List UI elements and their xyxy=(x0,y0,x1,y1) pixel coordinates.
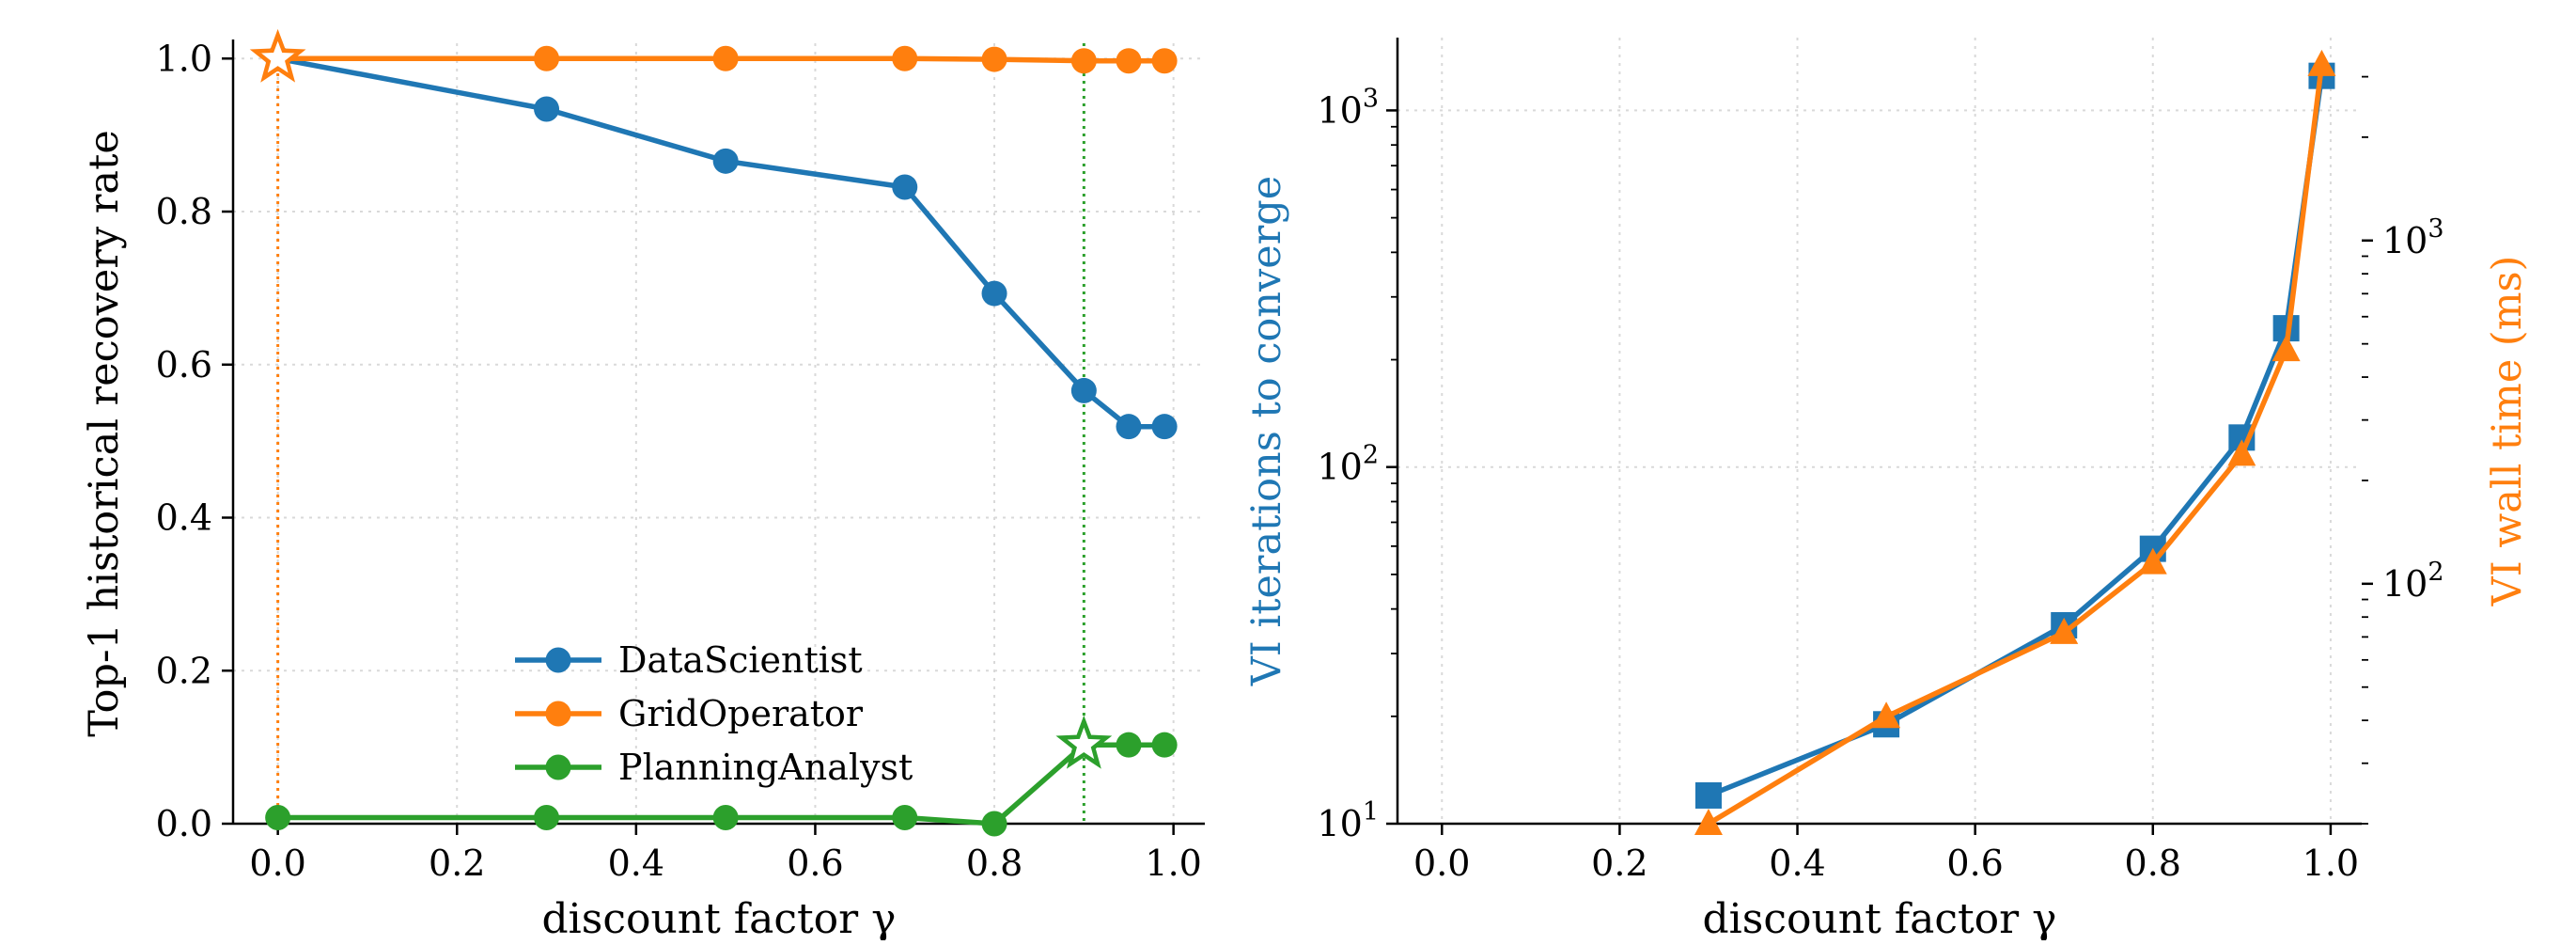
point-DataScientist xyxy=(1116,414,1142,440)
y-tick-label-base: 10 xyxy=(1317,447,1362,488)
x-tick-label: 0.4 xyxy=(1769,843,1825,884)
y-right-tick-label: 103 xyxy=(2382,214,2444,261)
y-tick-label: 103 xyxy=(1317,84,1379,131)
x-tick-label: 0.4 xyxy=(608,843,664,884)
y-tick-label: 1.0 xyxy=(156,38,212,79)
point-walltime xyxy=(2227,439,2256,466)
point-GridOperator xyxy=(1151,48,1178,74)
left-panel: 0.0 0.2 0.4 0.6 0.8 1.0 0.0 0.2 0.4 0.6 0.8 1.0 disc… xyxy=(81,28,1205,943)
y-tick-label: 0.8 xyxy=(156,191,212,232)
y-tick-label: 0.2 xyxy=(156,650,212,691)
point-walltime xyxy=(2050,617,2079,644)
x-tick-label: 0.2 xyxy=(1591,843,1647,884)
x-axis-label: discount factor γ xyxy=(1703,895,2057,940)
y-axis-label: VI iterations to converge xyxy=(1243,176,1290,687)
y-tick-label-base: 10 xyxy=(1317,89,1362,131)
x-tick-label: 0.0 xyxy=(249,843,305,884)
point-PlanningAnalyst xyxy=(534,804,560,830)
point-PlanningAnalyst xyxy=(265,804,291,830)
point-GridOperator xyxy=(712,45,739,71)
point-DataScientist xyxy=(981,280,1007,307)
y-tick-label-exp: 1 xyxy=(1363,797,1379,827)
right-panel: 0.0 0.2 0.4 0.6 0.8 1.0101102103102103discoun… xyxy=(1243,38,2531,943)
point-GridOperator xyxy=(892,45,918,71)
point-DataScientist xyxy=(534,96,560,122)
x-tick-label: 1.0 xyxy=(2303,843,2359,884)
point-PlanningAnalyst xyxy=(892,804,918,830)
x-tick-label: 1.0 xyxy=(1145,843,1201,884)
y-tick-label: 0.0 xyxy=(156,803,212,844)
x-tick-label: 0.8 xyxy=(2125,843,2181,884)
highlight-star-GridOperator xyxy=(249,28,306,83)
point-PlanningAnalyst xyxy=(712,804,739,830)
highlight-star-PlanningAnalyst xyxy=(1055,715,1113,769)
legend-swatch-marker xyxy=(545,647,571,673)
y-tick-label: 0.4 xyxy=(156,497,212,539)
y-tick-label-exp: 3 xyxy=(1363,84,1379,113)
x-tick-label: 0.6 xyxy=(1946,843,2003,884)
x-tick-label: 0.8 xyxy=(966,843,1023,884)
y-right-tick-label-exp: 3 xyxy=(2428,214,2443,244)
legend-swatch-marker xyxy=(545,754,571,780)
point-DataScientist xyxy=(712,148,739,174)
y-right-tick-label-base: 10 xyxy=(2382,220,2428,261)
x-axis-label: discount factor γ xyxy=(542,895,897,940)
y-right-tick-label: 102 xyxy=(2382,558,2444,605)
y-tick-label-exp: 2 xyxy=(1363,441,1379,470)
x-tick-label: 0.6 xyxy=(787,843,843,884)
y-tick-label: 101 xyxy=(1317,797,1379,844)
point-iterations xyxy=(1694,781,1722,809)
legend-swatch-marker xyxy=(545,701,571,727)
point-walltime xyxy=(2272,335,2301,362)
y-right-axis-label: VI wall time (ms) xyxy=(2484,256,2531,607)
y-right-tick-label-exp: 2 xyxy=(2428,558,2443,587)
legend-label: GridOperator xyxy=(618,693,864,734)
point-DataScientist xyxy=(1151,414,1178,440)
x-tick-label: 0.0 xyxy=(1413,843,1470,884)
point-PlanningAnalyst xyxy=(1116,732,1142,758)
point-walltime xyxy=(1872,701,1901,729)
point-walltime xyxy=(2307,49,2336,76)
point-GridOperator xyxy=(1070,48,1097,74)
point-walltime xyxy=(1694,809,1723,835)
point-DataScientist xyxy=(892,174,918,200)
series-line-DataScientist xyxy=(277,55,1165,430)
point-walltime xyxy=(2138,547,2167,575)
x-tick-label: 0.2 xyxy=(429,843,485,884)
point-DataScientist xyxy=(1070,377,1097,403)
y-tick-label: 0.6 xyxy=(156,344,212,386)
legend-label: PlanningAnalyst xyxy=(618,747,913,788)
y-tick-label: 102 xyxy=(1317,441,1379,488)
y-right-tick-label-base: 10 xyxy=(2382,563,2428,605)
point-GridOperator xyxy=(1116,48,1142,74)
point-PlanningAnalyst xyxy=(981,811,1007,837)
legend-label: DataScientist xyxy=(618,639,863,681)
y-tick-label-base: 10 xyxy=(1317,803,1362,844)
point-PlanningAnalyst xyxy=(1151,732,1178,758)
point-GridOperator xyxy=(981,46,1007,72)
point-GridOperator xyxy=(534,45,560,71)
y-axis-label: Top-1 historical recovery rate xyxy=(81,130,128,737)
